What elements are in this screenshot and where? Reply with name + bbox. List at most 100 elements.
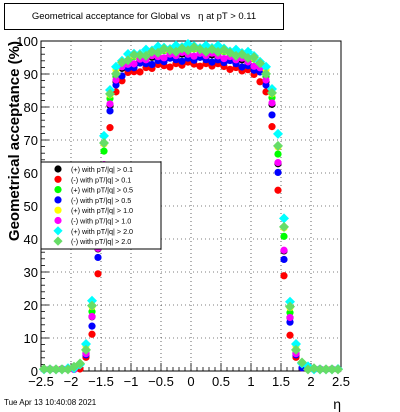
data-point bbox=[273, 140, 283, 151]
data-point bbox=[39, 364, 49, 375]
legend-marker bbox=[54, 186, 62, 194]
data-point bbox=[111, 61, 121, 72]
data-point bbox=[262, 81, 270, 89]
data-points bbox=[39, 38, 343, 375]
data-point bbox=[88, 330, 96, 338]
y-tick-label: 90 bbox=[24, 67, 38, 82]
y-tick-label: 40 bbox=[24, 232, 38, 247]
data-point bbox=[280, 255, 288, 264]
data-point bbox=[99, 130, 109, 141]
y-tick-label: 100 bbox=[16, 34, 38, 49]
data-point bbox=[279, 221, 289, 232]
data-point bbox=[262, 76, 270, 84]
legend-marker bbox=[53, 226, 63, 236]
data-point bbox=[274, 168, 282, 177]
data-point bbox=[255, 58, 265, 69]
data-point bbox=[256, 78, 264, 86]
legend-marker bbox=[53, 236, 63, 246]
y-tick-label: 50 bbox=[24, 199, 38, 214]
data-point bbox=[51, 364, 61, 375]
timestamp: Tue Apr 13 10:40:08 2021 bbox=[4, 398, 97, 407]
data-point bbox=[196, 62, 204, 70]
data-point bbox=[106, 100, 114, 108]
data-point bbox=[130, 60, 138, 68]
legend: (+) with pT/|q| > 0.1(-) with pT/|q| > 0… bbox=[40, 161, 162, 250]
data-point bbox=[280, 232, 288, 240]
legend-marker bbox=[54, 175, 62, 183]
data-point bbox=[75, 358, 85, 369]
data-point bbox=[123, 55, 133, 66]
y-tick-label: 30 bbox=[24, 265, 38, 280]
y-axis: 0 10 20 30 40 50 60 70 80 90 100 bbox=[16, 34, 49, 379]
data-point bbox=[81, 338, 91, 349]
legend-label: (-) with pT/|q| > 2.0 bbox=[71, 237, 131, 246]
data-point bbox=[226, 65, 234, 74]
data-point bbox=[147, 46, 157, 57]
x-tick-label: −2.5 bbox=[28, 374, 54, 389]
data-point bbox=[160, 54, 168, 62]
x-tick-label: 1.5 bbox=[272, 374, 290, 389]
data-point bbox=[94, 253, 102, 262]
data-point bbox=[321, 364, 331, 375]
data-point bbox=[112, 76, 120, 84]
data-point bbox=[166, 63, 174, 71]
legend-box bbox=[40, 161, 162, 250]
x-tick-label: −1.5 bbox=[88, 374, 114, 389]
y-axis-label: Geometrical acceptance (%) bbox=[6, 41, 23, 241]
data-point bbox=[135, 50, 145, 61]
data-point bbox=[243, 52, 253, 63]
data-point bbox=[88, 312, 96, 321]
data-point bbox=[178, 57, 186, 65]
x-tick-label: 0.5 bbox=[212, 374, 230, 389]
legend-label: (+) with pT/|q| > 0.1 bbox=[71, 165, 133, 174]
data-point bbox=[88, 322, 96, 330]
y-tick-label: 60 bbox=[24, 166, 38, 181]
x-tick-label: 2.5 bbox=[332, 374, 350, 389]
data-point bbox=[249, 52, 259, 63]
data-point bbox=[105, 88, 115, 99]
data-point bbox=[112, 81, 120, 89]
data-point bbox=[268, 99, 276, 107]
legend-marker bbox=[54, 216, 62, 225]
legend-label: (-) with pT/|q| > 0.1 bbox=[71, 175, 131, 184]
data-point bbox=[81, 344, 91, 355]
data-point bbox=[291, 344, 301, 355]
data-point bbox=[262, 88, 270, 96]
data-point bbox=[280, 272, 288, 280]
legend-label: (-) with pT/|q| > 1.0 bbox=[71, 217, 131, 226]
y-tick-label: 80 bbox=[24, 100, 38, 115]
data-point bbox=[297, 357, 307, 368]
x-tick-label: −0.5 bbox=[148, 374, 174, 389]
y-tick-label: 20 bbox=[24, 298, 38, 313]
data-point bbox=[57, 364, 67, 375]
data-point bbox=[327, 364, 337, 375]
data-point bbox=[274, 186, 282, 194]
data-point bbox=[111, 68, 121, 79]
data-point bbox=[279, 213, 289, 224]
data-point bbox=[274, 150, 282, 158]
y-tick-label: 10 bbox=[24, 331, 38, 346]
data-point bbox=[94, 270, 102, 278]
data-point bbox=[45, 364, 55, 375]
legend-label: (+) with pT/|q| > 1.0 bbox=[71, 206, 133, 215]
series-7 bbox=[39, 42, 343, 375]
data-point bbox=[261, 68, 271, 79]
x-tick-label: 2 bbox=[307, 374, 314, 389]
data-point bbox=[141, 50, 151, 61]
legend-marker bbox=[54, 165, 62, 173]
data-point bbox=[268, 111, 276, 119]
data-point bbox=[148, 60, 156, 69]
data-point bbox=[99, 137, 109, 148]
data-point bbox=[333, 364, 343, 375]
x-tick-label: 0 bbox=[187, 374, 194, 389]
data-point bbox=[291, 338, 301, 349]
y-tick-label: 70 bbox=[24, 133, 38, 148]
data-point bbox=[220, 55, 228, 63]
data-point bbox=[268, 123, 276, 131]
data-point bbox=[87, 300, 97, 311]
chart-title: Geometrical acceptance for Global vs η a… bbox=[4, 3, 284, 30]
legend-marker bbox=[54, 206, 62, 214]
data-point bbox=[106, 107, 114, 115]
data-point bbox=[190, 52, 198, 60]
